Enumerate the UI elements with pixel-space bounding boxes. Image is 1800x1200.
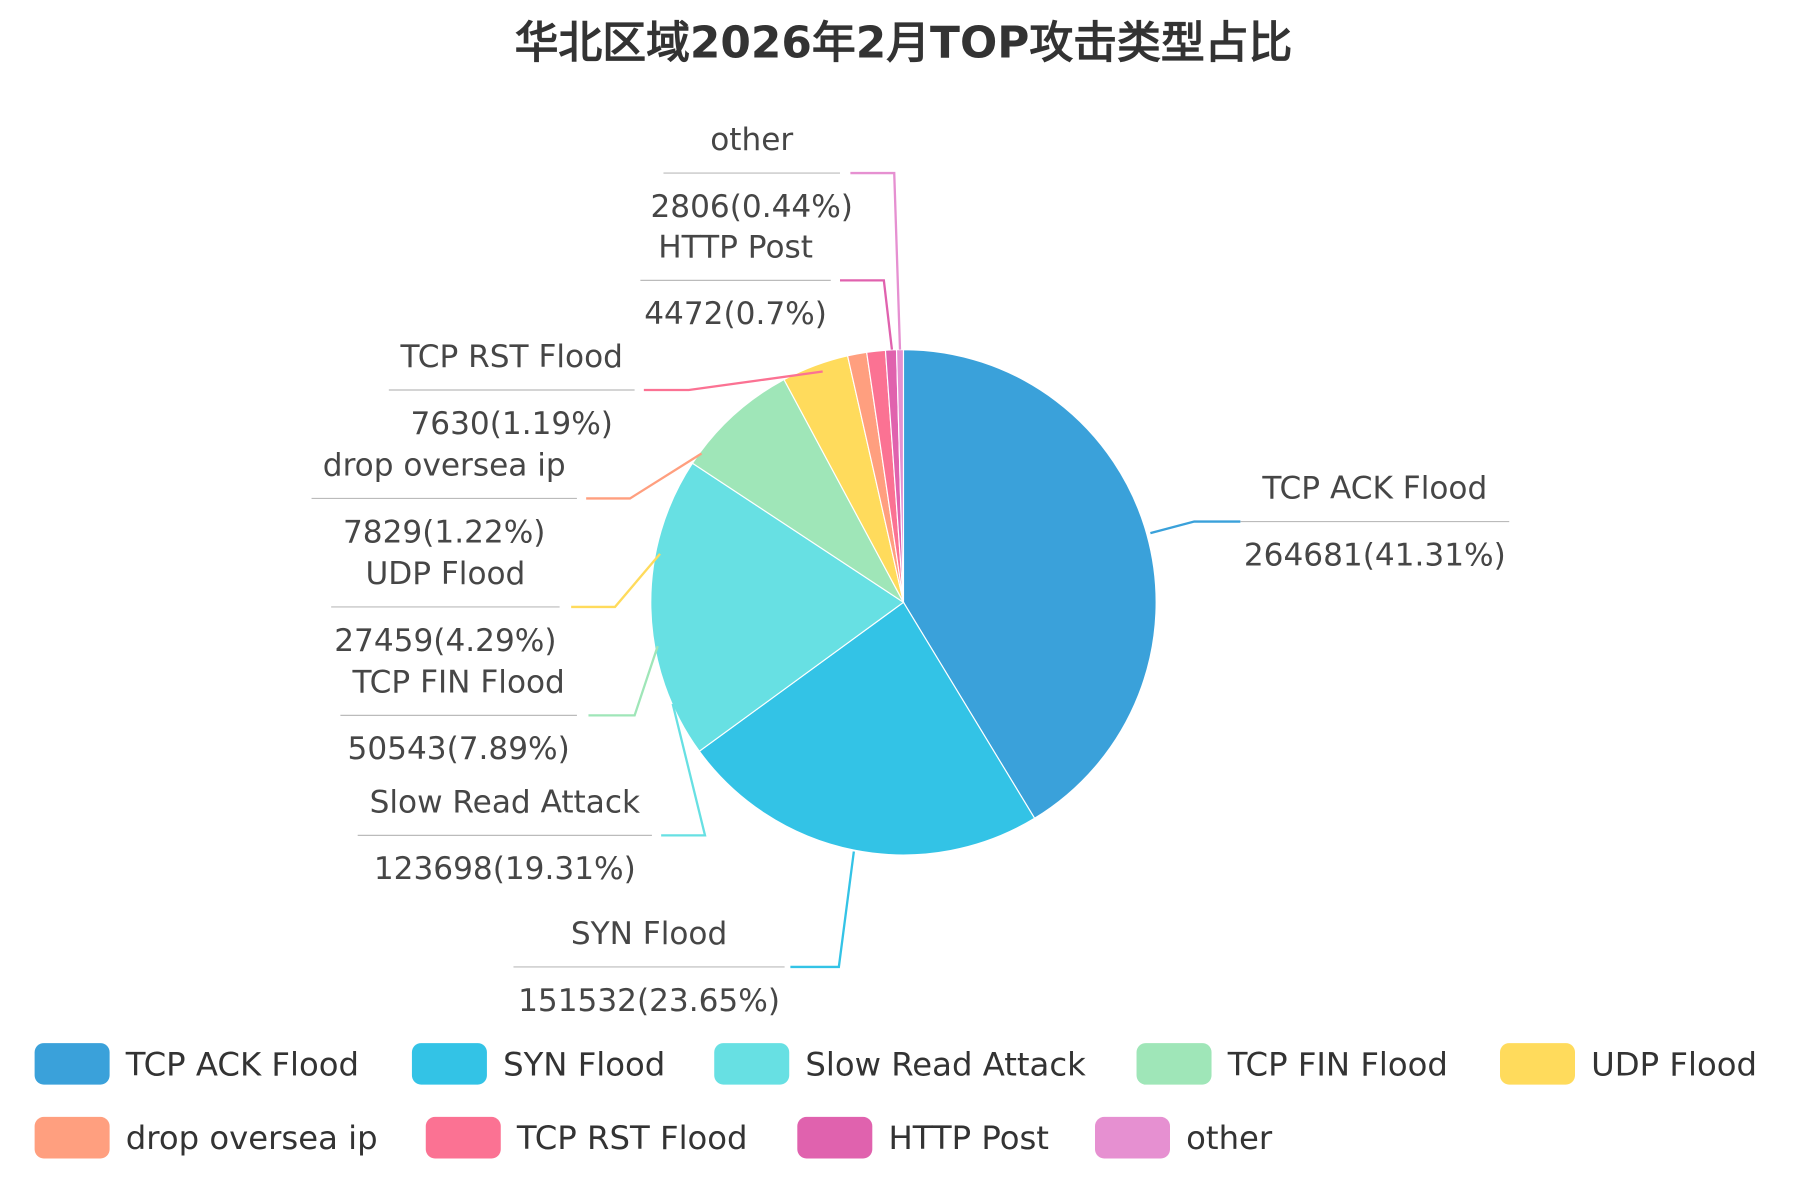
legend-label: HTTP Post — [888, 1119, 1049, 1157]
label-name: HTTP Post — [658, 229, 813, 265]
pie-slice-3[interactable] — [691, 378, 904, 603]
slice-label: HTTP Post 4472(0.7%) — [640, 229, 894, 350]
label-name: Slow Read Attack — [370, 784, 640, 820]
pie-slices — [650, 349, 1157, 856]
slice-label: TCP ACK Flood 264681(41.31%) — [1150, 470, 1510, 573]
legend-label: TCP ACK Flood — [125, 1045, 359, 1083]
label-leader-line — [839, 279, 894, 350]
legend-item[interactable]: TCP FIN Flood — [1136, 1043, 1448, 1085]
legend-item[interactable]: drop oversea ip — [34, 1116, 378, 1159]
slice-label: TCP RST Flood 7630(1.19%) — [388, 339, 823, 442]
label-leader-line — [1150, 520, 1241, 535]
slice-label: UDP Flood 27459(4.29%) — [331, 553, 661, 659]
legend-item[interactable]: UDP Flood — [1500, 1043, 1757, 1085]
label-value: 7829(1.22%) — [343, 514, 545, 550]
label-value: 7630(1.19%) — [410, 406, 612, 442]
legend: TCP ACK Flood SYN Flood Slow Read Attack TC… — [34, 1043, 1757, 1159]
label-leader-line — [850, 171, 902, 350]
label-value: 151532(23.65%) — [518, 983, 780, 1019]
label-leader-line — [586, 452, 703, 500]
label-value: 50543(7.89%) — [348, 731, 570, 767]
slice-label: SYN Flood 151532(23.65%) — [513, 851, 855, 1019]
legend-item[interactable]: HTTP Post — [797, 1116, 1049, 1159]
label-leader-line — [643, 370, 823, 392]
label-value: 2806(0.44%) — [650, 189, 852, 225]
label-value: 123698(19.31%) — [374, 851, 636, 887]
legend-label: Slow Read Attack — [805, 1045, 1086, 1083]
legend-item[interactable]: TCP ACK Flood — [34, 1043, 359, 1085]
legend-item[interactable]: TCP RST Flood — [425, 1116, 748, 1159]
legend-label: SYN Flood — [503, 1045, 665, 1083]
label-value: 4472(0.7%) — [644, 296, 827, 332]
label-name: SYN Flood — [571, 916, 727, 952]
label-name: TCP FIN Flood — [351, 664, 564, 700]
slice-label: Slow Read Attack 123698(19.31%) — [357, 703, 707, 887]
legend-swatch — [1500, 1043, 1575, 1085]
pie-slice-2[interactable] — [650, 462, 905, 753]
legend-label: UDP Flood — [1591, 1045, 1757, 1083]
label-value: 264681(41.31%) — [1244, 537, 1506, 573]
pie-slice-0[interactable] — [902, 349, 1157, 820]
legend-swatch — [1136, 1043, 1212, 1085]
legend-label: other — [1186, 1119, 1273, 1157]
legend-item[interactable]: SYN Flood — [411, 1043, 665, 1085]
legend-label: drop oversea ip — [126, 1119, 378, 1157]
pie-slice-1[interactable] — [698, 601, 1036, 856]
legend-swatch — [714, 1043, 790, 1085]
legend-swatch — [797, 1116, 873, 1159]
slice-label: TCP FIN Flood 50543(7.89%) — [340, 645, 659, 767]
label-value: 27459(4.29%) — [334, 623, 556, 659]
chart-title: 华北区域2026年2月TOP攻击类型占比 — [515, 18, 1293, 69]
legend-swatch — [411, 1043, 487, 1085]
label-name: TCP RST Flood — [400, 339, 623, 375]
legend-label: TCP RST Flood — [516, 1119, 748, 1157]
label-name: drop oversea ip — [323, 447, 566, 483]
label-name: other — [710, 122, 793, 158]
label-name: UDP Flood — [365, 556, 525, 592]
legend-item[interactable]: Slow Read Attack — [714, 1043, 1086, 1085]
label-leader-line — [588, 645, 659, 717]
legend-swatch — [34, 1116, 110, 1159]
legend-swatch — [1095, 1116, 1170, 1159]
slice-label: other 2806(0.44%) — [650, 122, 902, 350]
legend-label: TCP FIN Flood — [1227, 1045, 1448, 1083]
legend-swatch — [34, 1043, 110, 1085]
legend-swatch — [425, 1116, 501, 1159]
slice-label: drop oversea ip 7829(1.22%) — [311, 447, 703, 550]
label-leader-line — [571, 553, 661, 609]
slice-labels: TCP ACK Flood 264681(41.31%) SYN Flood 1515… — [311, 122, 1510, 1019]
label-name: TCP ACK Flood — [1261, 470, 1487, 506]
label-leader-line — [661, 703, 707, 837]
label-leader-line — [790, 851, 855, 969]
pie-slice-8[interactable] — [895, 349, 905, 603]
legend-item[interactable]: other — [1095, 1116, 1273, 1159]
